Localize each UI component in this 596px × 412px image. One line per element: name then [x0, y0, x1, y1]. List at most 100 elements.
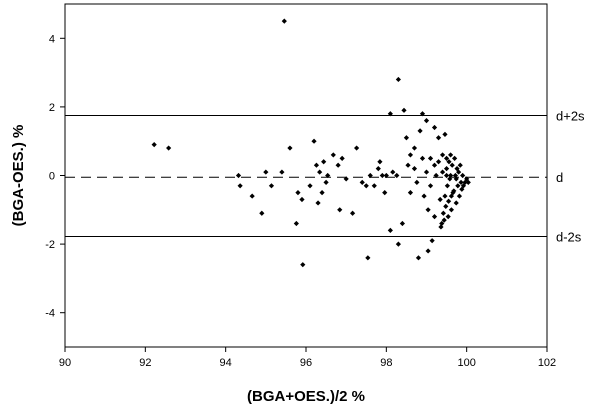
data-point — [448, 193, 455, 199]
data-point — [237, 183, 243, 189]
data-point — [359, 179, 365, 185]
data-point — [411, 145, 418, 151]
data-point — [443, 203, 449, 209]
data-point — [435, 135, 442, 141]
data-point — [317, 169, 323, 175]
data-point — [313, 162, 320, 168]
data-point — [417, 128, 423, 134]
data-point — [421, 193, 427, 199]
data-point — [354, 145, 360, 151]
data-point — [437, 196, 443, 203]
data-point — [323, 179, 329, 185]
data-point — [449, 162, 455, 168]
y-tick-label: 0 — [49, 171, 55, 183]
data-point — [431, 124, 438, 131]
data-point — [295, 190, 301, 196]
data-point — [337, 207, 343, 213]
data-point — [414, 179, 420, 185]
data-point — [448, 207, 455, 213]
y-tick-label: -4 — [45, 308, 55, 320]
data-point — [439, 220, 445, 227]
data-point — [349, 210, 356, 216]
data-point — [300, 262, 306, 268]
data-point — [315, 200, 321, 206]
data-point — [441, 217, 447, 223]
data-point — [460, 183, 467, 189]
data-point — [319, 190, 325, 196]
data-point — [431, 162, 438, 168]
y-tick-label: 2 — [49, 102, 55, 114]
data-point — [448, 152, 454, 158]
data-point — [443, 166, 450, 172]
data-point — [371, 183, 377, 189]
data-point — [439, 169, 446, 175]
x-tick-label: 96 — [300, 357, 312, 369]
data-point — [423, 118, 430, 124]
data-points — [151, 18, 471, 268]
data-point — [439, 152, 446, 158]
data-point — [287, 145, 293, 151]
data-point — [447, 176, 453, 182]
data-point — [268, 183, 275, 189]
data-point — [455, 183, 461, 189]
data-point — [407, 190, 414, 196]
y-tick-label: 4 — [49, 33, 55, 45]
data-point — [339, 155, 345, 161]
data-point — [458, 179, 464, 185]
data-point — [394, 172, 400, 179]
data-point — [440, 210, 446, 216]
data-point — [419, 155, 426, 161]
data-point — [427, 155, 434, 161]
data-point — [443, 155, 450, 161]
data-point — [411, 166, 418, 172]
data-point — [382, 190, 388, 196]
data-point — [363, 183, 369, 189]
data-point — [423, 169, 430, 175]
data-point — [460, 172, 466, 179]
data-point — [429, 238, 435, 244]
data-point — [307, 183, 313, 189]
data-point — [401, 107, 407, 113]
y-axis-title: (BGA-OES.) % — [10, 125, 27, 227]
data-point — [407, 152, 414, 158]
data-point — [453, 176, 459, 182]
y-axis-ticks: 4 2 0 -2 -4 — [45, 33, 65, 320]
data-point — [444, 183, 450, 189]
data-point — [395, 76, 401, 83]
data-point — [249, 193, 255, 199]
x-tick-label: 94 — [220, 357, 232, 369]
data-point — [383, 172, 389, 179]
data-point — [387, 227, 393, 233]
reference-label-3: d-2s — [556, 230, 582, 245]
data-point — [403, 135, 410, 141]
data-point — [419, 111, 426, 117]
x-tick-label: 98 — [380, 357, 392, 369]
data-point — [375, 166, 381, 172]
data-point — [452, 172, 459, 179]
data-point — [387, 111, 393, 117]
data-point — [166, 145, 172, 151]
data-point — [399, 220, 405, 227]
data-point — [456, 169, 462, 175]
reference-line-labels: d+2s d d-2s — [556, 108, 585, 244]
data-point — [452, 155, 458, 161]
data-point — [435, 159, 442, 165]
reference-label-2: d — [556, 170, 563, 185]
reference-lines — [65, 114, 547, 238]
data-point — [325, 172, 331, 179]
data-point — [299, 196, 305, 203]
x-tick-label: 102 — [538, 357, 556, 369]
data-point — [330, 152, 336, 158]
data-point — [442, 131, 448, 137]
x-axis-title: (BGA+OES.)/2 % — [247, 388, 365, 405]
data-point — [456, 193, 463, 199]
data-point — [446, 159, 452, 165]
data-point — [311, 138, 317, 144]
x-tick-label: 92 — [139, 357, 151, 369]
data-point — [448, 172, 454, 179]
data-point — [365, 255, 371, 261]
data-point — [445, 214, 451, 220]
data-point — [438, 224, 444, 230]
data-point — [415, 255, 422, 261]
